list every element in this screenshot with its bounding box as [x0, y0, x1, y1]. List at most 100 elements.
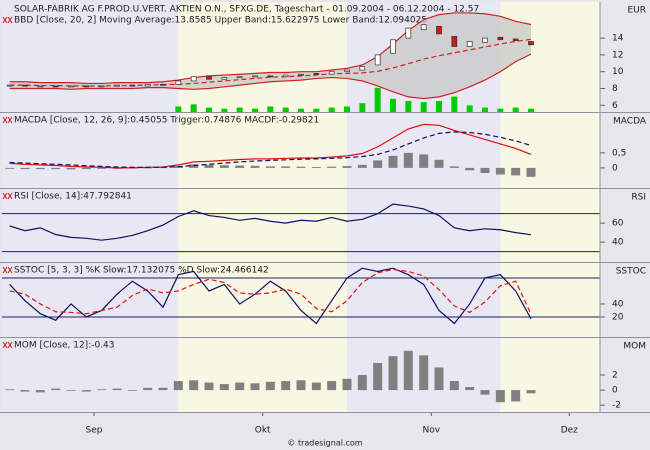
- dashed-line: [9, 268, 532, 315]
- bar: [66, 167, 76, 170]
- bar: [403, 350, 413, 391]
- bar: [511, 167, 521, 176]
- x-tick-label: Nov: [423, 426, 441, 436]
- panel-label: MOM: [623, 342, 646, 352]
- bar: [480, 167, 490, 173]
- y-tick-label: 40: [612, 238, 624, 248]
- bar: [66, 390, 76, 391]
- bar: [81, 167, 91, 170]
- bar: [449, 166, 459, 168]
- volume-bar: [497, 108, 504, 112]
- bar: [526, 167, 536, 177]
- legend-icon: [2, 341, 13, 349]
- bar: [495, 390, 505, 403]
- bar: [20, 167, 30, 170]
- bar: [327, 381, 337, 391]
- bar: [265, 381, 275, 391]
- panel-label: MACDA: [613, 117, 647, 127]
- y-tick-label: 2: [612, 371, 618, 381]
- panel-label: SSTOC: [616, 267, 646, 277]
- bar: [20, 390, 30, 392]
- bar: [250, 165, 260, 168]
- candle-body: [37, 85, 44, 88]
- candle-body: [359, 66, 366, 71]
- bar: [158, 387, 168, 391]
- y-tick-label: 12: [612, 50, 623, 60]
- volume-bar: [512, 107, 519, 112]
- y-tick-label: 0,5: [612, 148, 626, 158]
- volume-bar: [344, 106, 350, 112]
- bar: [250, 383, 260, 391]
- bar: [143, 387, 153, 391]
- month-band: [2, 2, 179, 412]
- candle-body: [6, 84, 13, 87]
- candle-body: [420, 24, 427, 31]
- bar: [526, 390, 536, 394]
- x-tick-label: Sep: [86, 426, 103, 436]
- line: [9, 267, 532, 325]
- bar: [35, 167, 45, 170]
- volume-bar: [466, 105, 473, 112]
- volume-bar: [482, 107, 488, 112]
- legend-icon-mark: [7, 341, 13, 349]
- bar: [419, 355, 429, 391]
- legend-icon-mark: [2, 116, 8, 124]
- y-tick-label: 8: [612, 84, 618, 94]
- bar: [204, 164, 214, 168]
- legend: BBD [Close, 20, 2] Moving Average:13.858…: [14, 16, 427, 26]
- bar: [480, 390, 490, 395]
- y-tick-label: 40: [612, 299, 624, 309]
- legend: SSTOC [5, 3, 3] %K Slow:17.132075 %D Slo…: [14, 266, 269, 276]
- bar: [465, 167, 475, 171]
- legend-icon: [2, 192, 13, 200]
- legend-icon-mark: [7, 16, 13, 24]
- volume-bar: [175, 106, 182, 112]
- legend-icon-mark: [2, 341, 8, 349]
- bar: [51, 167, 61, 170]
- y-tick-label: 6: [612, 101, 618, 111]
- bar: [5, 389, 15, 391]
- bar: [296, 380, 306, 391]
- bar: [327, 166, 337, 168]
- x-tick-label: Dez: [561, 426, 578, 436]
- volume-bar: [298, 108, 304, 112]
- candle-body: [114, 84, 120, 87]
- panel-label: EUR: [627, 6, 646, 16]
- volume-bar: [390, 98, 396, 112]
- bar: [281, 381, 291, 391]
- legend: MOM [Close, 12]:-0.43: [14, 341, 115, 351]
- candle-body: [22, 84, 28, 87]
- bar: [5, 167, 15, 169]
- bar: [311, 167, 321, 168]
- bar: [265, 166, 275, 168]
- bar: [373, 160, 383, 168]
- bar: [495, 167, 505, 175]
- volume-bar: [374, 87, 381, 112]
- bar: [388, 155, 398, 168]
- bar: [97, 167, 107, 169]
- candle-body: [52, 85, 59, 88]
- candle-body: [390, 39, 396, 54]
- bar: [235, 382, 245, 391]
- legend-icon-mark: [2, 266, 8, 274]
- bar: [342, 166, 352, 168]
- legend-icon: [2, 16, 13, 24]
- candle-body: [344, 69, 350, 73]
- volume-bar: [221, 108, 228, 112]
- candle-body: [512, 38, 519, 41]
- candle-body: [497, 36, 504, 41]
- bar: [449, 381, 459, 391]
- bar: [204, 382, 214, 391]
- bar: [81, 390, 91, 392]
- legend-icon: [2, 116, 13, 124]
- bar: [342, 378, 352, 391]
- legend-icon: [2, 266, 13, 274]
- bar: [434, 367, 444, 391]
- candle-body: [68, 85, 74, 88]
- bar: [97, 389, 107, 391]
- volume-bar: [405, 101, 412, 112]
- candle-body: [282, 74, 289, 78]
- candle-body: [451, 36, 458, 47]
- candle-body: [482, 37, 488, 43]
- y-tick-label: 20: [612, 312, 624, 322]
